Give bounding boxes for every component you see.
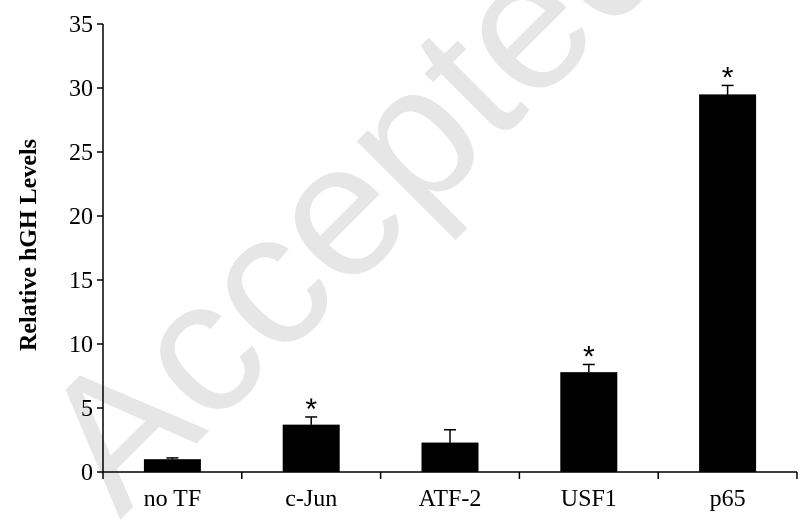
significance-marker: * <box>722 61 734 94</box>
x-tick-label: p65 <box>710 486 746 512</box>
bar <box>143 459 201 472</box>
significance-marker: * <box>583 340 595 373</box>
y-axis-label: Relative hGH Levels <box>16 139 42 351</box>
y-tick-label: 35 <box>69 12 93 38</box>
x-tick-label: ATF-2 <box>419 486 482 512</box>
bar <box>421 442 479 472</box>
bar <box>560 372 618 472</box>
y-tick-label: 20 <box>69 204 93 230</box>
y-tick-label: 15 <box>69 268 93 294</box>
y-tick-label: 0 <box>81 460 93 486</box>
bar <box>282 424 340 472</box>
significance-marker: * <box>305 393 317 426</box>
y-tick-label: 30 <box>69 76 93 102</box>
y-tick-label: 25 <box>69 140 93 166</box>
x-tick-label: no TF <box>144 486 202 512</box>
y-tick-label: 10 <box>69 332 93 358</box>
x-tick-label: USF1 <box>561 486 617 512</box>
bar <box>699 94 757 473</box>
x-tick-label: c-Jun <box>285 486 337 512</box>
y-tick-label: 5 <box>81 396 93 422</box>
